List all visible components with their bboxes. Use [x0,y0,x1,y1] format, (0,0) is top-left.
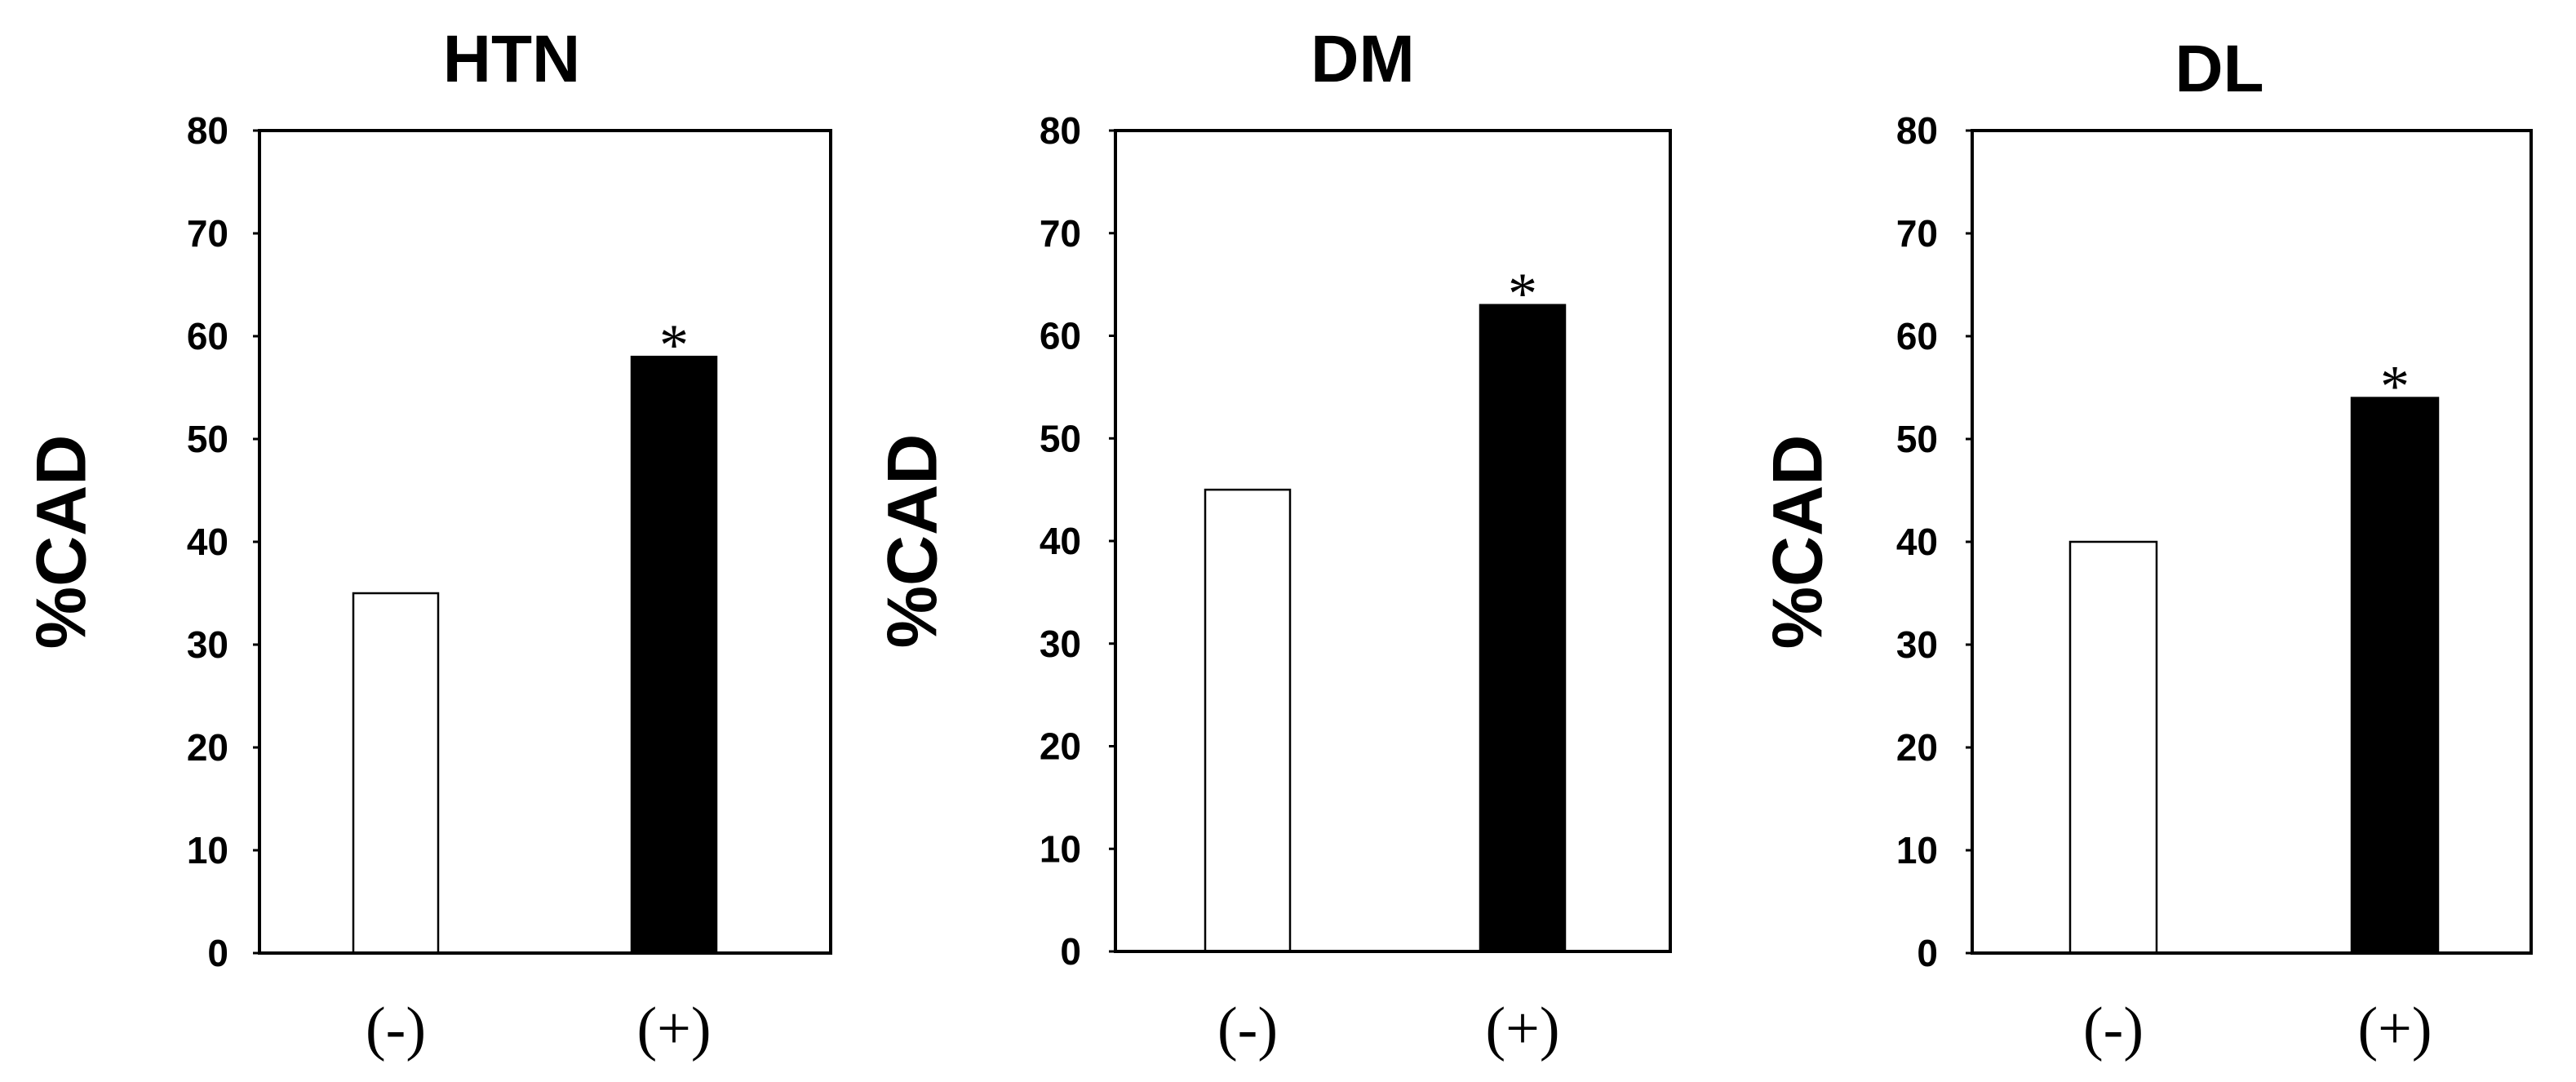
y-tick-label-dm: 30 [1040,623,1081,665]
y-tick-label-htn: 40 [187,521,228,563]
bar-htn-positive [630,355,718,955]
y-tick-label-dl: 0 [1917,932,1938,974]
y-tick-label-dl: 70 [1896,212,1938,255]
y-tick-label-htn: 0 [207,932,228,974]
y-axis-label-htn: %CAD [23,435,101,650]
y-axis-label-dm: %CAD [874,434,952,649]
x-tick-label-dl: (-) [2083,996,2144,1062]
bar-dm-positive [1479,304,1567,953]
bar-dm-negative [1204,488,1292,953]
y-tick-label-dm: 60 [1040,315,1081,357]
significance-marker-dl: * [2380,354,2410,419]
y-tick-label-dm: 70 [1040,212,1081,255]
plot-frame-dl [1971,129,2533,955]
y-tick-label-dl: 60 [1896,315,1938,357]
y-tick-label-dm: 50 [1040,417,1081,459]
y-tick-label-htn: 50 [187,418,228,460]
x-tick-label-htn: (-) [366,996,426,1062]
y-tick-label-htn: 80 [187,109,228,152]
significance-marker-dm: * [1508,261,1537,326]
chart-title-dm: DM [1310,22,1415,96]
chart-title-dl: DL [2175,32,2263,106]
y-tick-label-dm: 40 [1040,520,1081,562]
y-tick-label-htn: 70 [187,212,228,255]
y-tick-label-dl: 40 [1896,521,1938,563]
bar-htn-negative [352,592,440,955]
x-tick-label-dm: (-) [1217,996,1278,1062]
y-tick-label-dl: 10 [1896,829,1938,871]
y-axis-label-dl: %CAD [1759,435,1838,650]
y-tick-label-htn: 30 [187,623,228,666]
bar-dl-negative [2068,540,2158,955]
y-tick-label-htn: 10 [187,829,228,871]
significance-marker-htn: * [659,313,689,378]
chart-title-htn: HTN [443,22,581,96]
y-tick-label-dm: 20 [1040,725,1081,768]
chart-dm: DM %CAD 0 10 20 30 40 50 60 70 80 (-) (+) * [874,22,1672,1062]
y-tick-label-dm: 0 [1060,930,1081,973]
y-tick-label-htn: 60 [187,315,228,357]
y-tick-label-htn: 20 [187,726,228,769]
chart-dl: DL %CAD 0 10 20 30 40 50 60 70 80 (-) (+) * [1759,32,2533,1062]
plot-frame-dm [1114,129,1672,953]
chart-htn: HTN %CAD 0 10 20 30 40 50 60 70 80 (-) (+) * [23,22,832,1062]
y-tick-label-dl: 50 [1896,418,1938,460]
y-tick-label-dm: 10 [1040,827,1081,870]
plot-frame-htn [258,129,832,955]
x-tick-label-dm: (+) [1485,996,1559,1062]
x-tick-label-htn: (+) [636,996,711,1062]
y-tick-label-dl: 30 [1896,623,1938,666]
y-tick-label-dl: 80 [1896,109,1938,152]
x-tick-label-dl: (+) [2357,996,2432,1062]
y-tick-label-dl: 20 [1896,726,1938,769]
bar-dl-positive [2350,397,2440,955]
y-tick-label-dm: 80 [1040,109,1081,152]
